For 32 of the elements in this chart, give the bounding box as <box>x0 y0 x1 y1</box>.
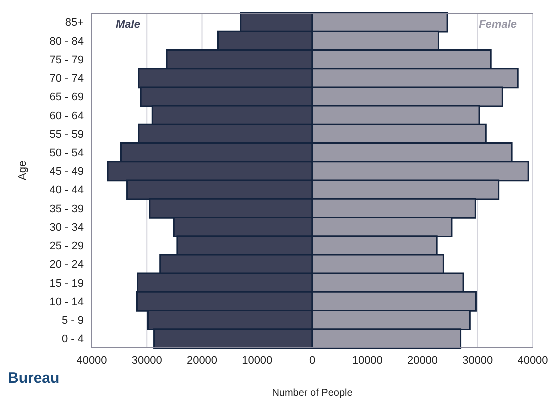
y-tick-label: 85+ <box>65 17 84 30</box>
y-tick-label: 55 - 59 <box>50 128 84 141</box>
y-tick-label: 35 - 39 <box>50 203 84 216</box>
y-tick-label: 80 - 84 <box>50 36 84 48</box>
x-axis-title: Number of People <box>272 388 354 399</box>
text: Bureau <box>8 370 60 387</box>
text: Male <box>116 19 140 31</box>
y-tick-label: 45 - 49 <box>50 166 84 178</box>
y-tick-label: 25 - 29 <box>50 240 84 253</box>
y-tick-label: 5 - 9 <box>62 314 84 327</box>
x-tick-label: 20000 <box>407 354 438 367</box>
x-tick-label: 20000 <box>186 354 218 367</box>
y-tick-label: 50 - 54 <box>50 147 84 160</box>
x-tick-label: 30000 <box>462 354 494 367</box>
y-tick-label: 15 - 19 <box>50 278 84 290</box>
series-label: Female <box>479 19 517 31</box>
y-tick-label: 0 - 4 <box>62 334 84 346</box>
y-tick-label: 40 - 44 <box>50 184 84 197</box>
y-tick-label: 70 - 74 <box>50 73 84 86</box>
y-tick-label: 75 - 79 <box>50 54 84 66</box>
y-tick-label: 20 - 24 <box>50 259 84 272</box>
y-axis-title: Age <box>16 160 29 180</box>
y-tick-label: 65 - 69 <box>50 92 84 104</box>
y-tick-label: 60 - 64 <box>50 110 84 122</box>
x-tick-label: 30000 <box>132 354 162 367</box>
x-tick-label: 0 <box>309 354 316 367</box>
y-tick-label: 30 - 34 <box>50 222 84 234</box>
y-tick-label: 10 - 14 <box>50 296 84 308</box>
x-tick-label: 10000 <box>352 354 383 367</box>
x-tick-label: 40000 <box>76 354 108 367</box>
x-tick-label: 10000 <box>242 354 273 367</box>
x-tick-label: 40000 <box>518 354 548 367</box>
